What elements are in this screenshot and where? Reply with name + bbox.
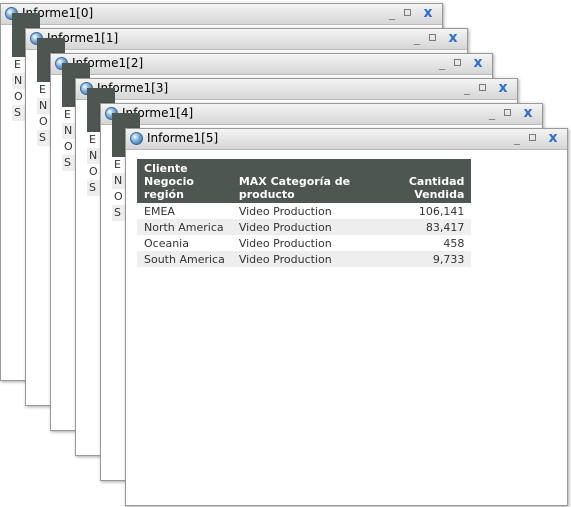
minimize-button[interactable]: _ [439,56,445,70]
column-header-line: región [144,188,184,201]
minimize-button[interactable]: _ [464,81,470,95]
maximize-button[interactable] [400,4,416,23]
close-button[interactable]: x [548,130,558,146]
table-row: O [89,165,98,178]
column-header-line: Cantidad [408,175,465,188]
cell-category: Video Production [231,219,402,235]
maximize-button[interactable] [425,29,441,48]
column-header-line: MAX Categoría de producto [238,175,351,201]
maximize-button[interactable] [475,79,491,98]
cell-region: EMEA [144,204,175,218]
cell-category: Video Production [231,251,402,267]
table-header-row: Cliente Negocio región MAX Categoría de … [137,159,472,203]
table-row: E [39,83,46,96]
cell-quantity: 83,417 [401,219,472,235]
cell-quantity: 9,733 [401,251,472,267]
cell-category: Video Production [238,204,332,218]
table-row: Oceania Video Production 458 [137,235,471,251]
cell-region: Oceania [144,236,189,250]
table-row: North America Video Production 83,417 [137,219,472,235]
table-row: E [14,58,21,71]
cell-quantity: 106,141 [418,204,465,218]
table-row: O [39,115,48,128]
minimize-button[interactable]: _ [514,131,520,145]
window-title: Informe1[5] [147,131,219,145]
title-bar[interactable]: Informe1[4] _ x [101,104,542,125]
column-header-quantity[interactable]: Cantidad Vendida [401,159,472,203]
title-bar[interactable]: Informe1[5] _ x [126,129,567,150]
table-row: South America Video Production 9,733 [137,251,472,267]
title-bar[interactable]: Informe1[1] _ x [26,29,467,50]
table-row: O [64,140,73,153]
close-button[interactable]: x [448,30,458,46]
table-row: O [114,190,123,203]
minimize-button[interactable]: _ [489,106,495,120]
column-header-line: Negocio [144,175,194,188]
table-row: E [64,108,71,121]
title-bar[interactable]: Informe1[2] _ x [51,54,492,75]
cell-category: Video Production [238,236,332,250]
maximize-button[interactable] [500,104,516,123]
close-button[interactable]: x [523,105,533,121]
cell-region: South America [137,251,232,267]
cell-region: North America [137,219,232,235]
report-window-5: Informe1[5] _ x Cliente Negocio región M… [125,128,568,506]
minimize-button[interactable]: _ [414,31,420,45]
column-header-region[interactable]: Cliente Negocio región [137,159,232,203]
title-bar[interactable]: Informe1[3] _ x [76,79,517,100]
title-bar[interactable]: Informe1[0] _ x [1,4,442,25]
table-row: EMEA Video Production 106,141 [137,203,471,219]
column-header-line: Cliente [144,162,188,175]
maximize-button[interactable] [525,129,541,148]
maximize-button[interactable] [450,54,466,73]
minimize-button[interactable]: _ [389,6,395,20]
table-row: E [114,158,121,171]
close-button[interactable]: x [423,5,433,21]
close-button[interactable]: x [473,55,483,71]
report-table: Cliente Negocio región MAX Categoría de … [137,159,472,267]
globe-icon [130,132,143,145]
column-header-line: Vendida [414,188,465,201]
close-button[interactable]: x [498,80,508,96]
column-header-category[interactable]: MAX Categoría de producto [231,159,402,203]
table-row: E [89,133,96,146]
table-row: O [14,90,23,103]
cell-quantity: 458 [443,236,465,250]
